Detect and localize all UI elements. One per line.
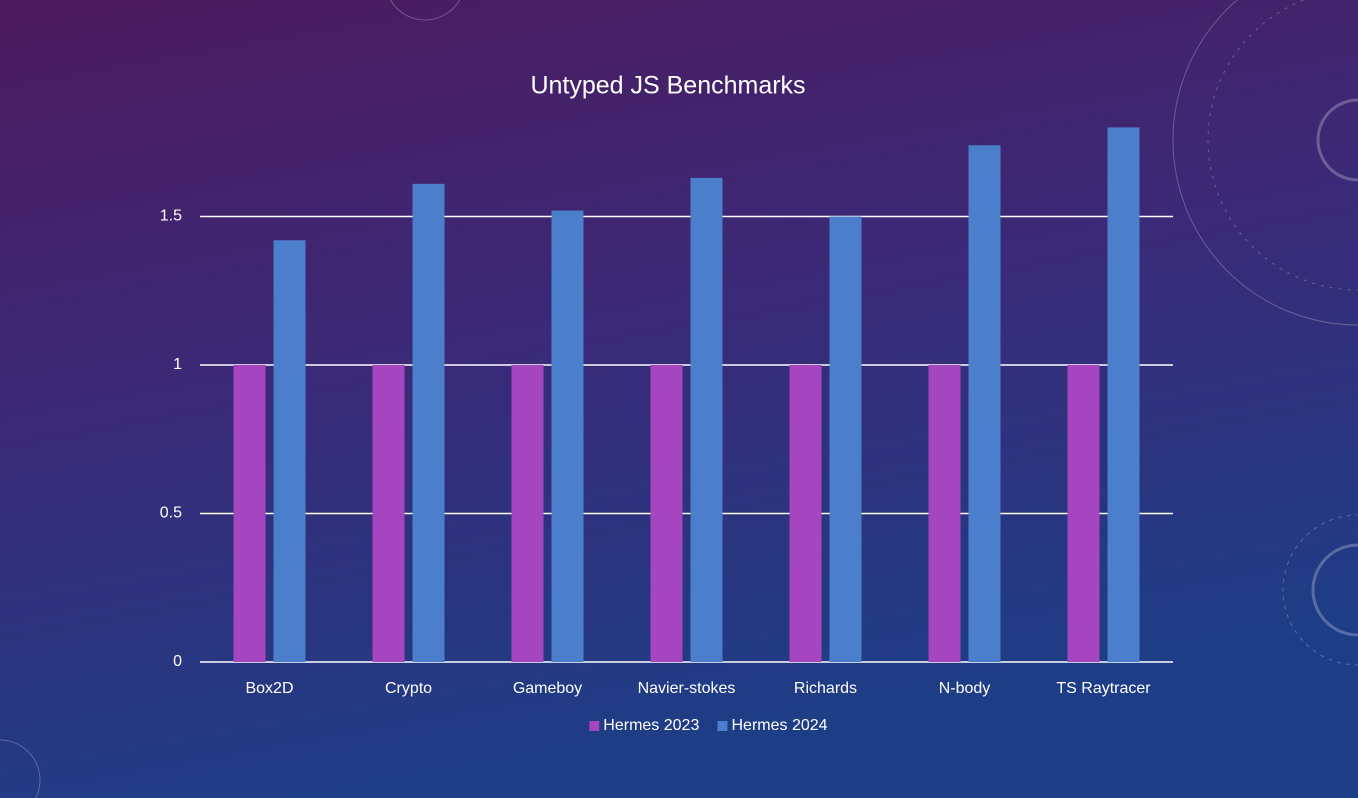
legend-swatch bbox=[589, 721, 600, 731]
bar bbox=[372, 365, 405, 662]
bar bbox=[690, 177, 723, 662]
bar bbox=[968, 145, 1001, 663]
x-tick-label: Richards bbox=[794, 680, 857, 697]
x-tick-label: TS Raytracer bbox=[1056, 680, 1151, 697]
bar bbox=[928, 365, 961, 662]
bar bbox=[233, 365, 266, 662]
x-tick-label: Gameboy bbox=[513, 680, 582, 697]
x-tick-label: Crypto bbox=[385, 680, 432, 697]
legend-label: Hermes 2023 bbox=[603, 717, 699, 734]
bar bbox=[789, 365, 822, 662]
y-tick-label: 1.5 bbox=[160, 208, 182, 225]
bar bbox=[412, 183, 445, 662]
x-tick-label: Navier-stokes bbox=[638, 680, 736, 697]
bar bbox=[1067, 365, 1100, 662]
y-tick-label: 1 bbox=[173, 356, 182, 373]
bar bbox=[829, 216, 862, 662]
bar bbox=[511, 365, 544, 662]
legend-swatch bbox=[717, 721, 728, 731]
chart-title: Untyped JS Benchmarks bbox=[530, 72, 805, 100]
bar bbox=[273, 240, 306, 662]
x-tick-label: N-body bbox=[939, 680, 991, 697]
bar bbox=[1107, 127, 1140, 662]
y-tick-label: 0 bbox=[173, 653, 182, 670]
x-tick-label: Box2D bbox=[245, 680, 293, 697]
legend-label: Hermes 2024 bbox=[732, 717, 828, 734]
bar bbox=[551, 210, 584, 662]
bar bbox=[650, 365, 683, 662]
y-tick-label: 0.5 bbox=[160, 505, 182, 522]
